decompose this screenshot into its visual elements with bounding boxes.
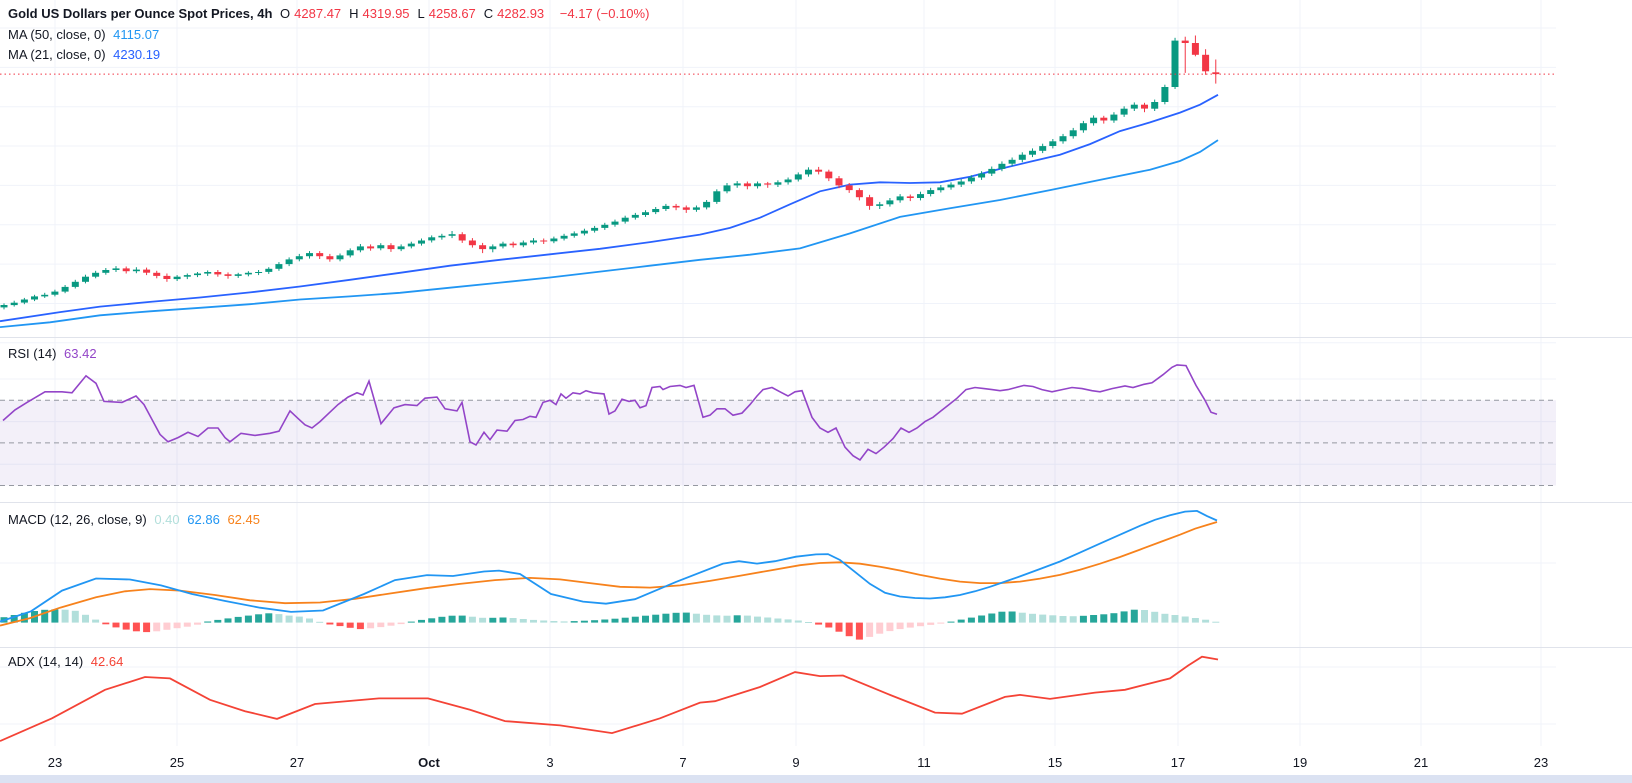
ma50-label: MA (50, close, 0) [8, 27, 106, 42]
ma21-value: 4230.19 [113, 47, 161, 62]
rsi-legend[interactable]: RSI (14) 63.42 [8, 346, 101, 361]
time-label-Oct: Oct [418, 755, 440, 770]
ma21-legend[interactable]: MA (21, close, 0) 4230.19 [8, 47, 164, 62]
chart-canvas[interactable] [0, 0, 1632, 746]
panel-separator-macd-adx[interactable] [0, 647, 1632, 648]
change-value: −4.17 (−0.10%) [559, 6, 650, 21]
time-label-21: 21 [1413, 755, 1429, 770]
symbol-legend[interactable]: Gold US Dollars per Ounce Spot Prices, 4… [8, 6, 653, 21]
candles [0, 35, 1220, 310]
time-label-27: 27 [289, 755, 305, 770]
macd-line-value: 62.86 [187, 512, 220, 527]
time-label-15: 15 [1047, 755, 1063, 770]
panel-separator-rsi-macd[interactable] [0, 502, 1632, 503]
time-label-11: 11 [917, 755, 931, 770]
macd-legend[interactable]: MACD (12, 26, close, 9) 0.40 62.86 62.45 [8, 512, 264, 527]
ma50-legend[interactable]: MA (50, close, 0) 4115.07 [8, 27, 163, 42]
price-axis[interactable]: 4400.004300.004200.004100.004000.003900.… [1556, 0, 1632, 746]
macd-line [0, 509, 1218, 623]
rsi-line [2, 364, 1218, 461]
time-label-23: 23 [1533, 755, 1549, 770]
adx-legend[interactable]: ADX (14, 14) 42.64 [8, 654, 127, 669]
ma21-label: MA (21, close, 0) [8, 47, 106, 62]
time-label-17: 17 [1170, 755, 1186, 770]
time-label-3: 3 [546, 755, 554, 770]
ohlc-values: O 4287.47 H 4319.95 L 4258.67 C 4282.93 [280, 6, 552, 21]
bottom-strip [0, 775, 1632, 783]
rsi-label: RSI (14) [8, 346, 57, 361]
time-label-23: 23 [47, 755, 63, 770]
macd-label: MACD (12, 26, close, 9) [8, 512, 147, 527]
ma21-line [0, 94, 1219, 323]
macd-hist-value: 0.40 [154, 512, 180, 527]
macd-histogram [0, 609, 1220, 640]
macd-signal-value: 62.45 [227, 512, 260, 527]
ohlc-item: L 4258.67 [417, 6, 476, 21]
time-label-25: 25 [169, 755, 185, 770]
adx-line [0, 655, 1219, 742]
ohlc-item: C 4282.93 [483, 6, 545, 21]
time-label-9: 9 [792, 755, 800, 770]
rsi-value: 63.42 [64, 346, 97, 361]
ohlc-item: O 4287.47 [280, 6, 342, 21]
ma50-line [0, 139, 1219, 328]
macd-signal-line [0, 521, 1218, 627]
time-label-7: 7 [679, 755, 687, 770]
adx-value: 42.64 [90, 654, 124, 669]
ma50-value: 4115.07 [113, 27, 160, 42]
symbol-title: Gold US Dollars per Ounce Spot Prices, 4… [8, 6, 273, 21]
adx-label: ADX (14, 14) [8, 654, 84, 669]
ohlc-item: H 4319.95 [349, 6, 410, 21]
time-label-19: 19 [1292, 755, 1308, 770]
panel-separator-main-rsi[interactable] [0, 337, 1632, 338]
